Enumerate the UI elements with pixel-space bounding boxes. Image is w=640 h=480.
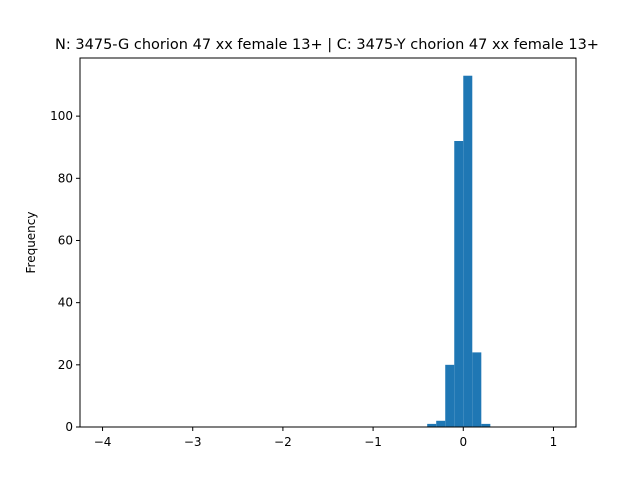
y-tick-label: 40 (58, 296, 73, 310)
y-axis: 0 20 40 60 80 100 (50, 109, 80, 434)
histogram-bar-5 (472, 352, 482, 427)
histogram-bar-1 (436, 420, 446, 427)
y-axis-label: Frequency (24, 212, 38, 274)
histogram-bar-3 (454, 141, 464, 427)
x-tick-label: 0 (459, 435, 467, 449)
histogram-bar-0 (427, 423, 437, 427)
histogram-bar-6 (481, 423, 491, 427)
y-tick-label: 20 (58, 358, 73, 372)
y-tick-label: 80 (58, 171, 73, 185)
x-tick-label: −3 (184, 435, 202, 449)
histogram-bars (427, 75, 491, 428)
histogram-bar-4 (463, 75, 473, 428)
histogram-bar-2 (445, 364, 455, 427)
plot-frame (79, 57, 577, 428)
chart-title: N: 3475-G chorion 47 xx female 13+ | C: … (55, 37, 599, 53)
x-tick-label: 1 (550, 435, 558, 449)
y-tick-label: 60 (58, 233, 73, 247)
y-tick-label: 100 (50, 109, 73, 123)
x-tick-label: −2 (274, 435, 292, 449)
x-tick-label: −1 (364, 435, 382, 449)
y-tick-label: 0 (65, 420, 73, 434)
x-tick-label: −4 (94, 435, 112, 449)
x-axis: −4 −3 −2 −1 0 1 (94, 427, 558, 449)
